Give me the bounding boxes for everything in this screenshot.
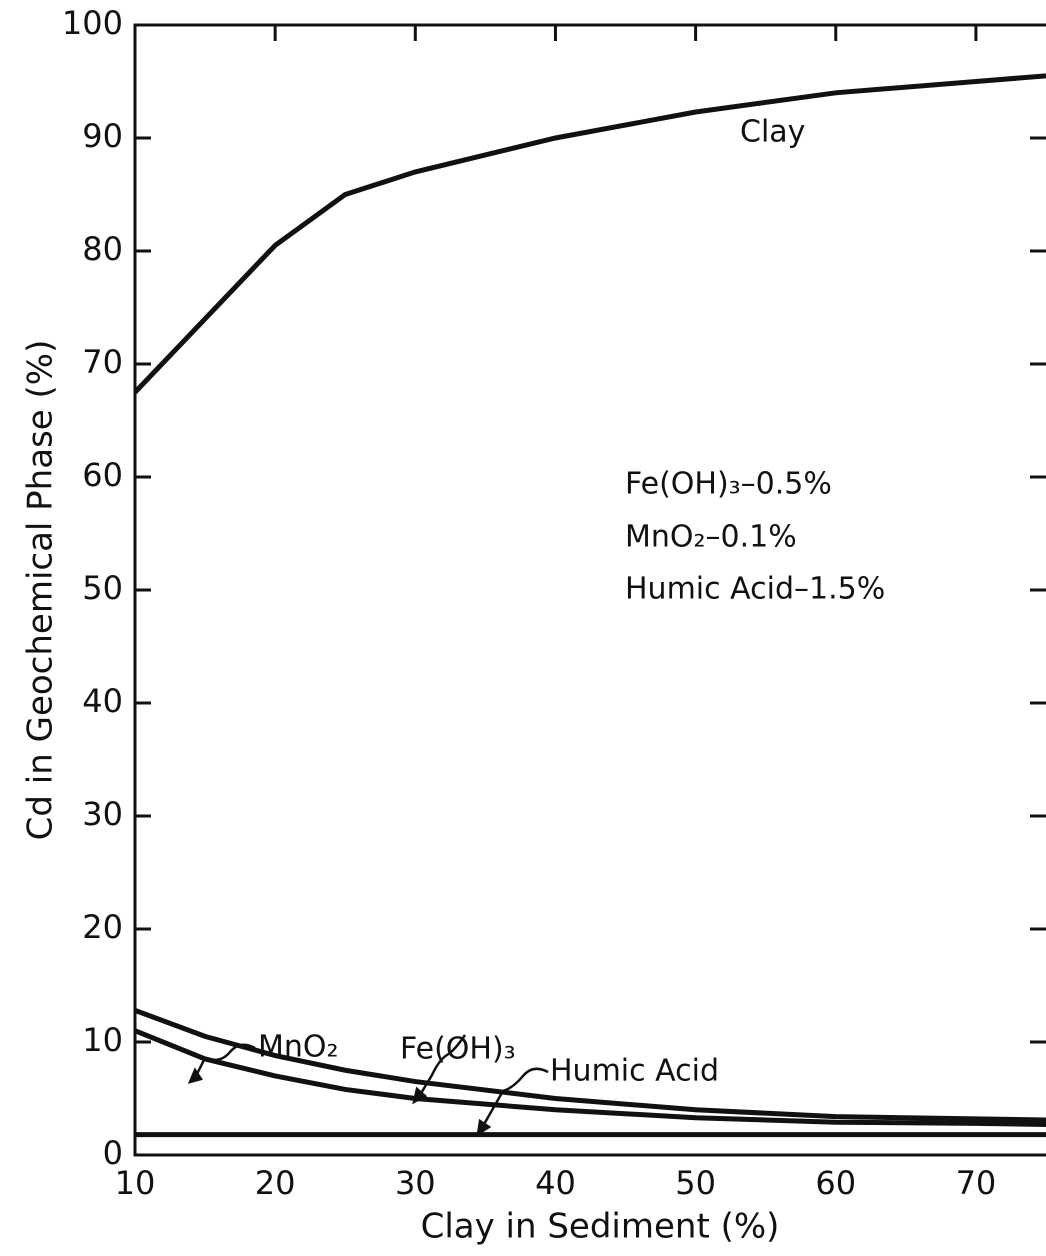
arrow: [418, 1034, 467, 1096]
y-tick-label: 90: [82, 117, 123, 155]
x-tick-label: 50: [675, 1164, 716, 1202]
x-tick-label: 30: [395, 1164, 436, 1202]
y-tick-label: 10: [82, 1021, 123, 1059]
y-tick-label: 80: [82, 230, 123, 268]
series-line: [134, 1028, 1046, 1127]
y-tick-label: 50: [82, 569, 123, 607]
x-tick-label: 10: [115, 1164, 156, 1202]
y-tick-label: 100: [62, 4, 123, 42]
y-tick-label: 30: [82, 795, 123, 833]
note: MnO₂–0.1%: [625, 520, 797, 555]
arrow: [481, 1067, 549, 1127]
axes-frame: [133, 23, 1046, 1157]
series-line: [133, 73, 1046, 394]
y-tick-label: 40: [82, 682, 123, 720]
y-tick-label: 70: [82, 343, 123, 381]
arrow-head: [187, 1067, 204, 1084]
x-tick-label: 40: [535, 1164, 576, 1202]
note: Humic Acid–1.5%: [625, 572, 885, 607]
x-tick-label: 60: [815, 1164, 856, 1202]
series-label: Fe(OH)₃: [400, 1032, 516, 1067]
series-label: Clay: [740, 115, 805, 150]
x-tick-label: 20: [255, 1164, 296, 1202]
y-tick-label: 20: [82, 908, 123, 946]
note: Fe(OH)₃–0.5%: [625, 467, 832, 502]
x-axis-title: Clay in Sediment (%): [421, 1207, 780, 1247]
arrow-head: [476, 1118, 492, 1137]
x-tick-label: 70: [956, 1164, 997, 1202]
y-tick-label: 60: [82, 456, 123, 494]
y-tick-label: 0: [103, 1134, 123, 1172]
series-label: Humic Acid: [550, 1054, 719, 1089]
y-axis-title: Cd in Geochemical Phase (%): [21, 340, 61, 841]
series-line: [134, 1008, 1046, 1123]
